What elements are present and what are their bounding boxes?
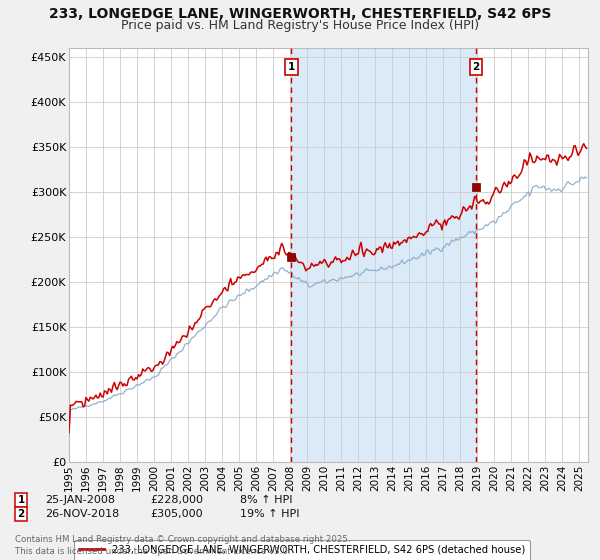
Text: 233, LONGEDGE LANE, WINGERWORTH, CHESTERFIELD, S42 6PS: 233, LONGEDGE LANE, WINGERWORTH, CHESTER… xyxy=(49,7,551,21)
Text: 8% ↑ HPI: 8% ↑ HPI xyxy=(240,495,293,505)
Text: 19% ↑ HPI: 19% ↑ HPI xyxy=(240,509,299,519)
Text: 2: 2 xyxy=(472,62,479,72)
Text: 1: 1 xyxy=(17,495,25,505)
Text: 2: 2 xyxy=(17,509,25,519)
Text: 25-JAN-2008: 25-JAN-2008 xyxy=(45,495,115,505)
Text: £228,000: £228,000 xyxy=(150,495,203,505)
Text: £305,000: £305,000 xyxy=(150,509,203,519)
Legend: 233, LONGEDGE LANE, WINGERWORTH, CHESTERFIELD, S42 6PS (detached house), HPI: Av: 233, LONGEDGE LANE, WINGERWORTH, CHESTER… xyxy=(74,539,530,560)
Text: 1: 1 xyxy=(288,62,295,72)
Text: Contains HM Land Registry data © Crown copyright and database right 2025.
This d: Contains HM Land Registry data © Crown c… xyxy=(15,535,350,556)
Bar xyxy=(292,48,476,462)
Text: Price paid vs. HM Land Registry's House Price Index (HPI): Price paid vs. HM Land Registry's House … xyxy=(121,19,479,32)
Text: 26-NOV-2018: 26-NOV-2018 xyxy=(45,509,119,519)
